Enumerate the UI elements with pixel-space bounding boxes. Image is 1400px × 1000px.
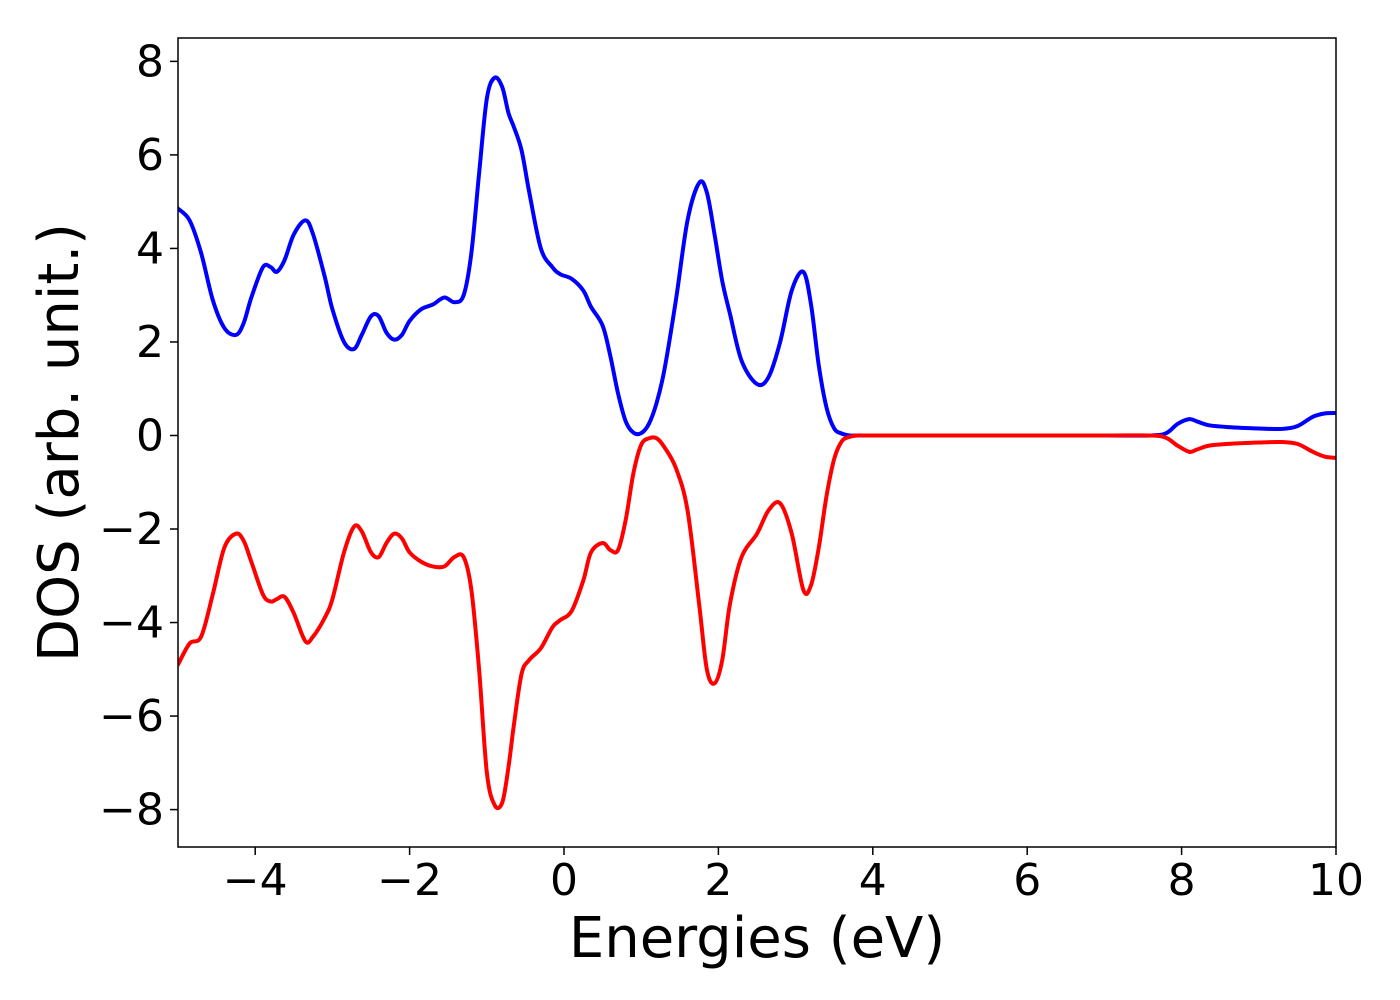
x-tick-label: 8 xyxy=(1168,855,1196,906)
x-tick-label: 6 xyxy=(1013,855,1041,906)
x-tick-label: 0 xyxy=(550,855,578,906)
x-tick-label: −2 xyxy=(377,855,442,906)
y-tick-label: 0 xyxy=(136,410,164,461)
y-tick-label: 4 xyxy=(136,223,164,274)
y-tick-label: −8 xyxy=(99,785,164,836)
y-tick-label: −4 xyxy=(99,598,164,649)
series-layer xyxy=(178,75,1336,811)
y-ticks: −8 −6 −4 −2 0 2 4 6 8 xyxy=(99,36,178,836)
y-tick-label: −2 xyxy=(99,504,164,555)
x-ticks: −4 −2 0 2 4 6 8 10 xyxy=(223,847,1364,906)
plot-frame xyxy=(177,37,1337,848)
y-tick-label: −6 xyxy=(99,691,164,742)
y-tick-label: 6 xyxy=(136,130,164,181)
x-axis-title: Energies (eV) xyxy=(569,906,945,971)
x-tick-label: 10 xyxy=(1308,855,1364,906)
x-tick-label: −4 xyxy=(223,855,288,906)
series-line-2 xyxy=(178,433,1336,811)
x-tick-label: 2 xyxy=(704,855,732,906)
y-tick-label: 8 xyxy=(136,36,164,87)
x-tick-label: 4 xyxy=(859,855,887,906)
y-tick-label: 2 xyxy=(136,317,164,368)
y-axis-title: DOS (arb. unit.) xyxy=(27,223,92,662)
